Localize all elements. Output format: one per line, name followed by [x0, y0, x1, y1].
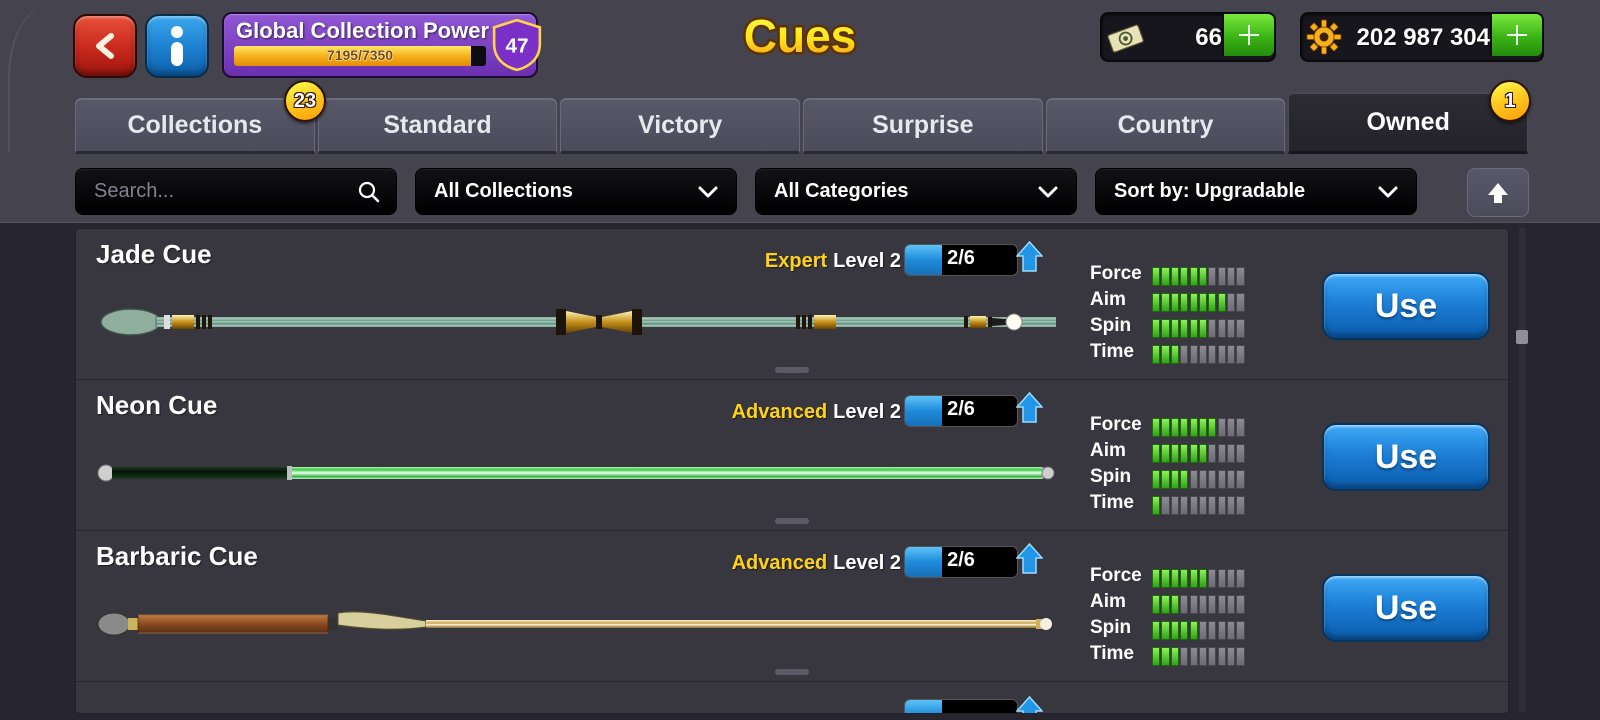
svg-text:Cues: Cues: [744, 10, 856, 62]
